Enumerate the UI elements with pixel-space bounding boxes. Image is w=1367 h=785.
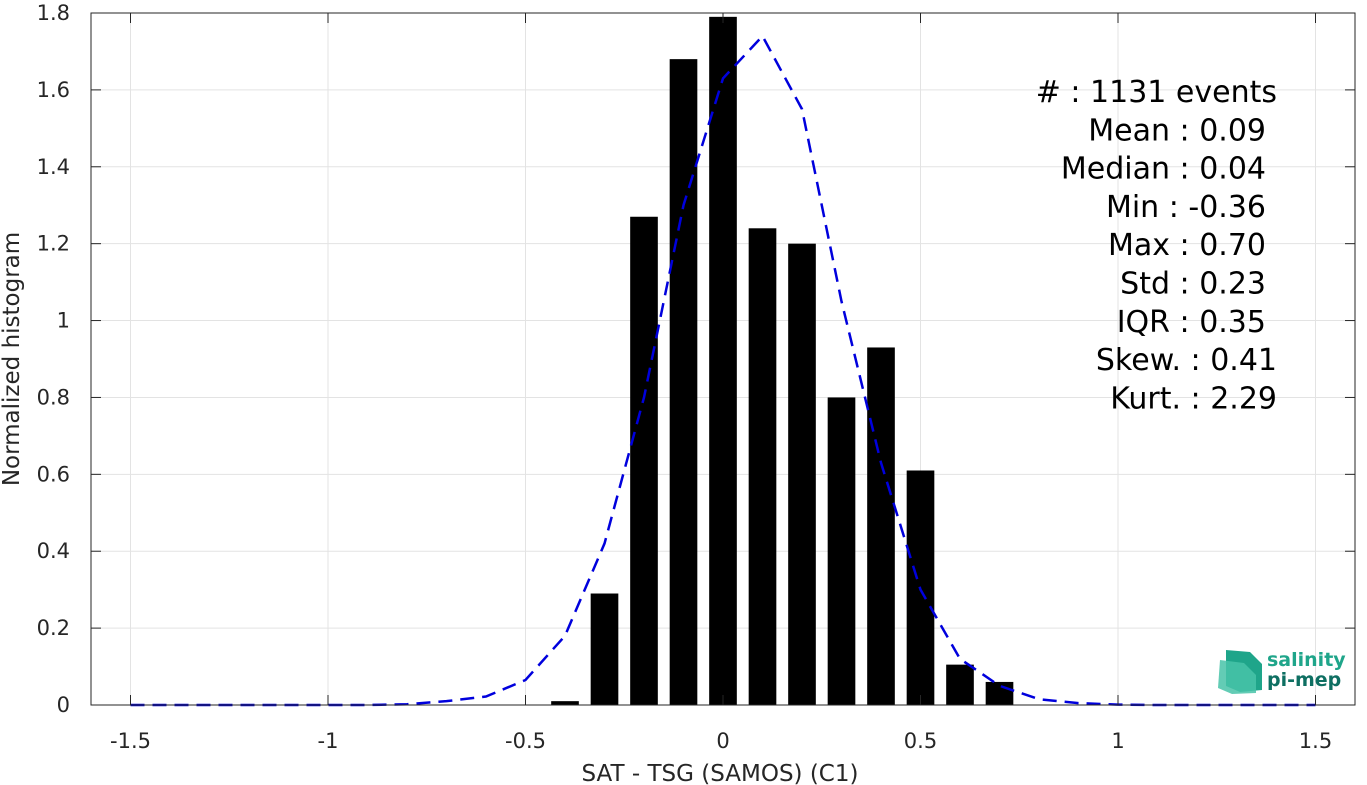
histogram-bars — [551, 16, 1014, 706]
logo-wave-front-icon — [1218, 660, 1256, 694]
y-tick-label-1: 0.2 — [37, 616, 70, 640]
x-tick-label-2: -0.5 — [505, 729, 546, 753]
y-axis-ticks: 0 0.2 0.4 0.6 0.8 1 1.2 1.4 1.6 1.8 — [37, 1, 1355, 717]
stat-line-0: # : 1131 events — [1036, 75, 1277, 110]
y-tick-label-2: 0.4 — [37, 539, 70, 563]
histogram-bar-7 — [827, 397, 856, 705]
histogram-bar-11 — [985, 681, 1014, 705]
stat-line-6: IQR : 0.35 — [1117, 305, 1266, 340]
x-tick-label-1: -1 — [318, 729, 339, 753]
logo-text-salinity: salinity — [1267, 649, 1346, 671]
histogram-bar-3 — [669, 59, 698, 705]
y-tick-label-5: 1 — [57, 309, 70, 333]
y-tick-label-4: 0.8 — [37, 385, 70, 409]
histogram-bar-10 — [946, 664, 974, 705]
y-tick-label-7: 1.4 — [37, 155, 70, 179]
logo-text-pimep: pi-mep — [1267, 669, 1341, 691]
histogram-bar-5 — [748, 228, 777, 706]
stat-line-7: Skew. : 0.41 — [1096, 343, 1277, 378]
salinity-pimep-logo: salinity pi-mep — [1218, 649, 1346, 694]
histogram-bar-8 — [867, 347, 895, 705]
x-tick-label-4: 0.5 — [904, 729, 937, 753]
stat-line-8: Kurt. : 2.29 — [1110, 381, 1277, 416]
y-tick-label-0: 0 — [57, 693, 70, 717]
y-tick-label-8: 1.6 — [37, 78, 70, 102]
stat-line-2: Median : 0.04 — [1061, 152, 1266, 187]
y-tick-label-3: 0.6 — [37, 462, 70, 486]
y-tick-label-9: 1.8 — [37, 1, 70, 25]
stat-line-5: Std : 0.23 — [1120, 267, 1266, 302]
stat-line-1: Mean : 0.09 — [1088, 113, 1266, 148]
y-tick-label-6: 1.2 — [37, 232, 70, 256]
x-axis-label: SAT - TSG (SAMOS) (C1) — [582, 761, 859, 785]
histogram-bar-1 — [590, 593, 619, 705]
x-tick-label-0: -1.5 — [110, 729, 151, 753]
x-tick-label-3: 0 — [716, 729, 729, 753]
histogram-bar-4 — [709, 16, 737, 706]
y-axis-label: Normalized histogram — [0, 232, 25, 486]
x-tick-label-5: 1 — [1111, 729, 1124, 753]
stat-line-3: Min : -0.36 — [1106, 190, 1266, 225]
stat-line-4: Max : 0.70 — [1108, 228, 1266, 263]
histogram-bar-0 — [551, 701, 579, 705]
histogram-bar-2 — [630, 216, 658, 705]
x-axis-ticks: -1.5 -1 -0.5 0 0.5 1 1.5 — [110, 13, 1332, 753]
histogram-bar-6 — [788, 243, 816, 705]
x-tick-label-6: 1.5 — [1299, 729, 1332, 753]
